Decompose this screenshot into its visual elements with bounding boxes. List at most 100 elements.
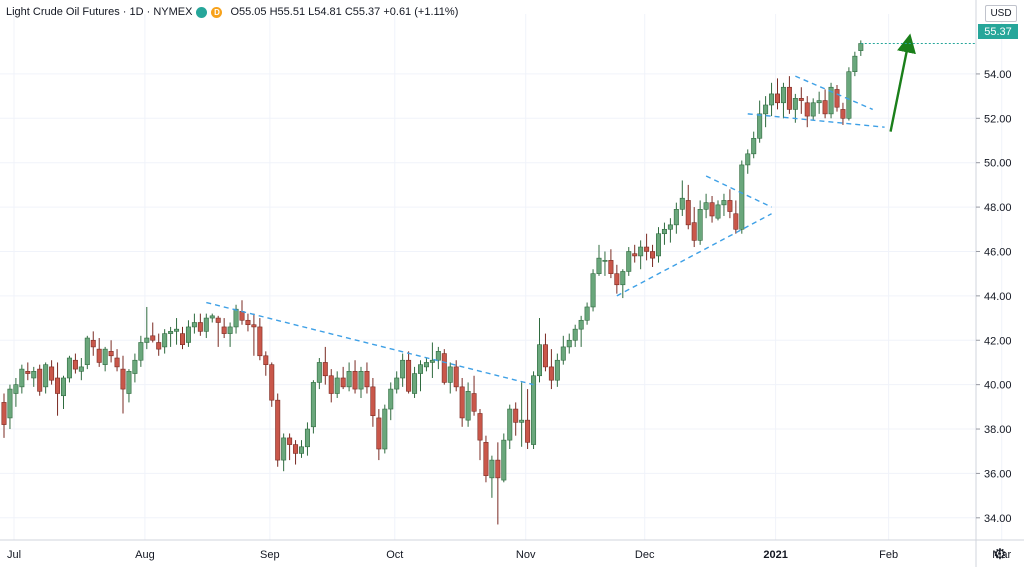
candle-body [358, 371, 364, 390]
trendline[interactable] [747, 113, 885, 128]
candle-body [471, 393, 477, 412]
candle-body [852, 55, 858, 73]
candle-body [525, 419, 531, 443]
symbol-legend[interactable]: Light Crude Oil Futures · 1D · NYMEX D O… [6, 4, 458, 20]
candle-body [96, 348, 102, 363]
time-tick-label: Aug [135, 549, 155, 561]
candle-body [13, 384, 19, 394]
candle-body [614, 273, 620, 286]
candle-body [66, 357, 72, 379]
candle [43, 362, 49, 394]
time-tick-label: Sep [260, 549, 280, 561]
trend-arrow[interactable] [889, 33, 916, 132]
gear-icon[interactable]: ⚙ [993, 546, 1007, 563]
candle-body [209, 315, 215, 319]
candle [816, 91, 822, 114]
candle [525, 389, 531, 450]
time-axis-ticks: Jul Aug Sep Oct Nov Dec 2021 Feb Mar [7, 549, 1012, 561]
candle-body [519, 419, 525, 423]
candle [542, 333, 548, 372]
candle [132, 353, 138, 383]
candle-body [536, 344, 542, 377]
candle [548, 349, 554, 390]
candle [852, 51, 858, 77]
candle [352, 360, 358, 394]
candle [429, 342, 435, 378]
candle [531, 371, 537, 450]
candle [834, 85, 840, 112]
candle [102, 346, 108, 372]
candle-body [769, 93, 775, 106]
candle [459, 377, 465, 427]
candle-body [578, 319, 584, 330]
candle [566, 333, 572, 354]
candle-body [191, 322, 197, 328]
candle-body [144, 337, 150, 343]
candle-body [774, 93, 780, 104]
trendline[interactable] [616, 213, 772, 297]
candle-body [423, 362, 429, 368]
drawings [206, 33, 976, 386]
candle [96, 338, 102, 367]
candle-body [138, 342, 144, 361]
candle [423, 358, 429, 372]
candle-body [84, 337, 90, 365]
candle [257, 318, 263, 361]
candle [281, 433, 287, 472]
candle [757, 100, 763, 143]
candle-body [489, 459, 495, 479]
candle [370, 377, 376, 427]
candle-body [548, 366, 554, 381]
candle-body [780, 86, 786, 104]
candle [780, 82, 786, 119]
candle [400, 353, 406, 387]
delayed-data-icon[interactable]: D [211, 6, 223, 18]
candle-body [709, 202, 715, 217]
candle [471, 375, 477, 416]
candle [358, 366, 364, 398]
candle [328, 369, 334, 403]
candle [667, 218, 673, 243]
candle-body [78, 366, 84, 372]
candle-body [90, 339, 96, 348]
candle [578, 315, 584, 347]
candle [483, 435, 489, 483]
candle-body [608, 260, 614, 274]
candle [191, 313, 197, 334]
candle [114, 349, 120, 372]
candle [703, 193, 709, 219]
candle-body [751, 137, 757, 155]
candle-body [721, 200, 727, 206]
candle [1, 393, 7, 438]
price-tick-label: 42.00 [984, 335, 1012, 347]
trendline[interactable] [206, 301, 534, 386]
candle-body [745, 153, 751, 166]
candle-body [346, 371, 352, 388]
candle-body [673, 209, 679, 226]
candle [679, 180, 685, 216]
candle-body [655, 233, 661, 257]
candle-body [251, 324, 257, 328]
candle [209, 313, 215, 323]
market-status-icon[interactable] [196, 6, 208, 18]
trendline[interactable] [705, 175, 772, 208]
candle-body [638, 246, 644, 257]
candle [144, 306, 150, 350]
candle [614, 264, 620, 294]
candle-body [25, 371, 31, 374]
candle [584, 302, 590, 325]
candle-body [239, 311, 245, 321]
candle-body [822, 100, 828, 115]
candle-body [203, 317, 209, 332]
candle [691, 207, 697, 248]
candle [376, 409, 382, 461]
candle [174, 318, 180, 345]
candle-body [429, 359, 435, 363]
price-tick-label: 54.00 [984, 69, 1012, 81]
candle-body [441, 353, 447, 383]
candle [602, 251, 608, 276]
currency-button[interactable]: USD [985, 5, 1017, 22]
candle-body [792, 98, 798, 110]
